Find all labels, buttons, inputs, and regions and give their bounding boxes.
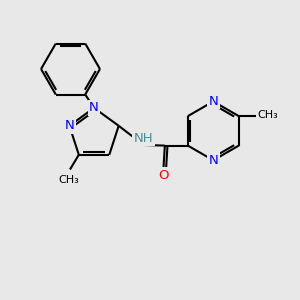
Text: O: O bbox=[158, 169, 169, 182]
Text: N: N bbox=[208, 95, 218, 108]
Text: N: N bbox=[208, 154, 218, 167]
Text: N: N bbox=[89, 101, 99, 114]
Text: NH: NH bbox=[134, 132, 154, 145]
Text: CH₃: CH₃ bbox=[257, 110, 278, 120]
Text: N: N bbox=[64, 119, 74, 132]
Text: CH₃: CH₃ bbox=[58, 176, 79, 185]
